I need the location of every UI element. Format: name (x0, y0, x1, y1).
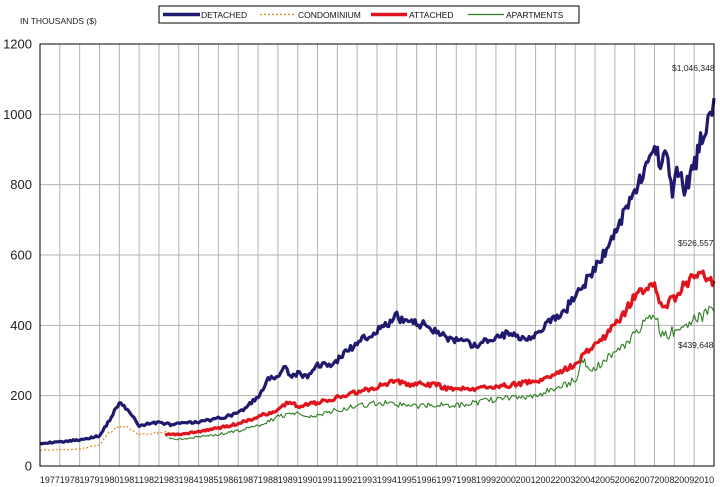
x-tick-label: 1982 (139, 475, 159, 485)
series-line-detached (39, 98, 716, 446)
x-tick-label: 1989 (278, 475, 298, 485)
plot-frame (39, 43, 715, 467)
y-axis-label: IN THOUSANDS ($) (20, 16, 97, 26)
series-line-apartments (168, 305, 715, 441)
x-tick-label: 2002 (535, 475, 555, 485)
x-tick-label: 1995 (397, 475, 417, 485)
x-tick-label: 1978 (60, 475, 80, 485)
series-line-attached (164, 269, 716, 437)
y-tick-label: 1000 (3, 107, 32, 122)
y-tick-label: 200 (10, 388, 32, 403)
y-tick-label: 800 (10, 177, 32, 192)
x-tick-label: 2010 (694, 475, 714, 485)
x-tick-label: 2003 (555, 475, 575, 485)
legend-label-apartments: APARTMENTS (506, 10, 564, 20)
x-tick-label: 2009 (674, 475, 694, 485)
legend-box (158, 5, 580, 24)
series-lines (39, 98, 716, 452)
y-tick-label: 1200 (3, 37, 32, 52)
x-tick-label: 1981 (119, 475, 139, 485)
x-tick-label: 1991 (317, 475, 337, 485)
x-tick-label: 1985 (198, 475, 218, 485)
legend-label-condominium: CONDOMINIUM (298, 10, 361, 20)
x-tick-label: 1987 (238, 475, 258, 485)
y-axis-ticks: 0 200 400 600 800 1000 1200 (3, 37, 32, 474)
x-tick-label: 1984 (179, 475, 199, 485)
x-tick-label: 1977 (40, 475, 60, 485)
x-tick-label: 1993 (357, 475, 377, 485)
x-tick-label: 1997 (436, 475, 456, 485)
x-tick-label: 2007 (635, 475, 655, 485)
x-tick-label: 1988 (258, 475, 278, 485)
x-tick-label: 1992 (337, 475, 357, 485)
legend-label-detached: DETACHED (201, 10, 247, 20)
y-tick-label: 0 (25, 459, 32, 474)
x-tick-label: 1980 (99, 475, 119, 485)
x-tick-label: 2006 (615, 475, 635, 485)
x-tick-label: 2008 (654, 475, 674, 485)
y-tick-label: 400 (10, 318, 32, 333)
x-tick-label: 2001 (516, 475, 536, 485)
annotation-apartments: $439,648 (678, 340, 714, 350)
grid (40, 44, 714, 466)
x-tick-label: 2004 (575, 475, 595, 485)
x-tick-label: 1994 (377, 475, 397, 485)
x-tick-label: 2005 (595, 475, 615, 485)
annotation-detached: $1,046,348 (672, 63, 715, 73)
x-tick-label: 1996 (417, 475, 437, 485)
x-tick-label: 2000 (496, 475, 516, 485)
x-tick-label: 1986 (218, 475, 238, 485)
legend: DETACHED CONDOMINIUM ATTACHED APARTMENTS (158, 5, 580, 24)
x-tick-label: 1999 (476, 475, 496, 485)
x-axis-ticks: 1977 1978 1979 1980 1981 1982 1983 1984 1985 1986… (40, 475, 714, 485)
legend-label-attached: ATTACHED (409, 10, 454, 20)
x-tick-label: 1998 (456, 475, 476, 485)
annotation-attached: $526,557 (678, 238, 714, 248)
x-tick-label: 1979 (80, 475, 100, 485)
x-tick-label: 1990 (298, 475, 318, 485)
y-tick-label: 600 (10, 248, 32, 263)
x-tick-label: 1983 (159, 475, 179, 485)
